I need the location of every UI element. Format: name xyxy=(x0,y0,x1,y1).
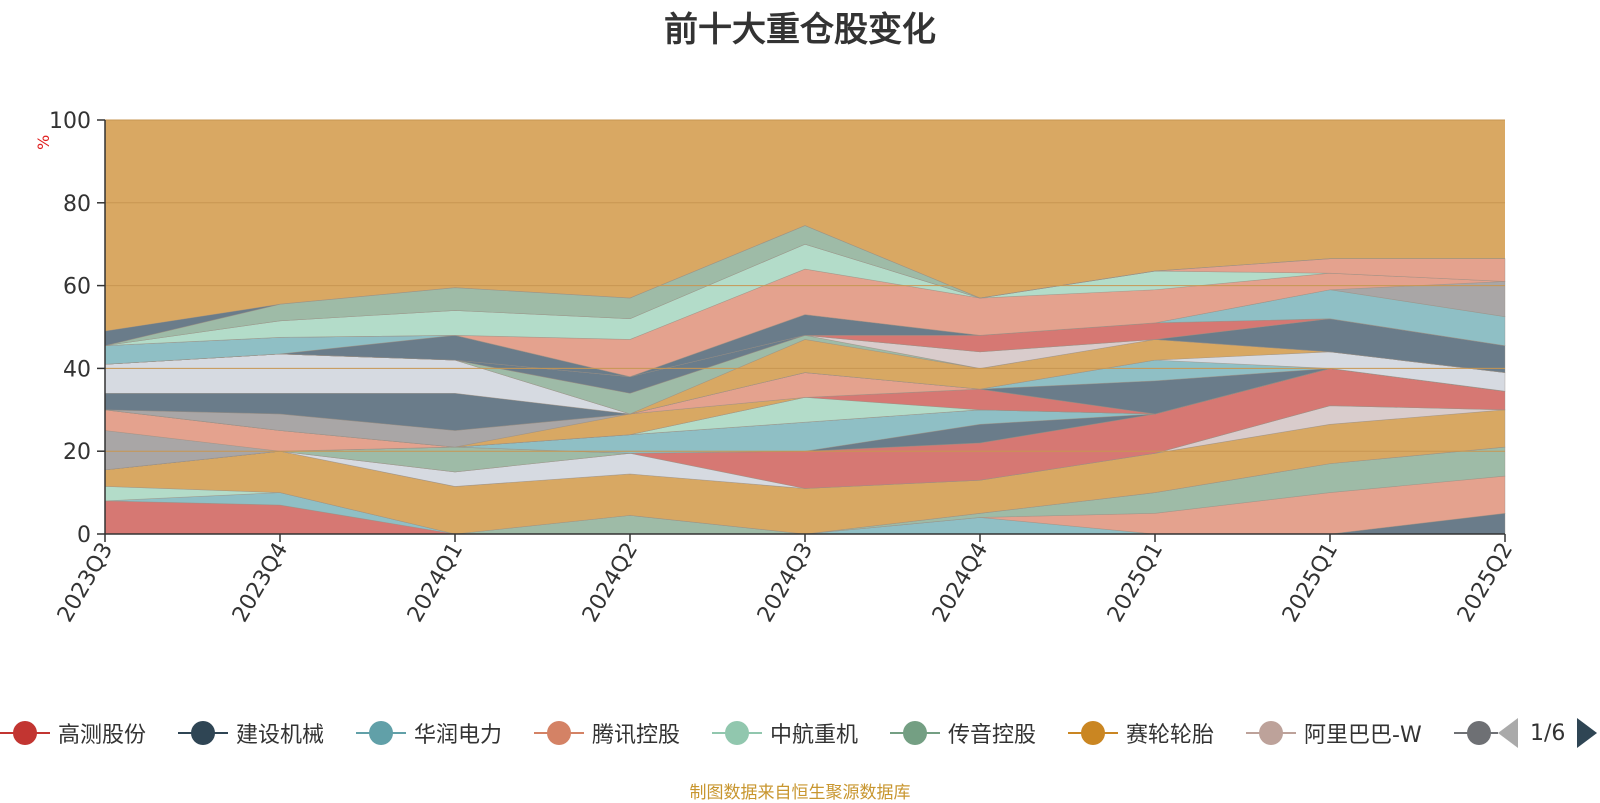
legend-item-5[interactable]: 传音控股 xyxy=(890,715,1036,751)
x-tick-label-1: 2023Q4 xyxy=(228,539,293,627)
legend-marker-icon xyxy=(890,721,940,745)
legend-item-8[interactable] xyxy=(1454,715,1504,751)
legend-marker-icon xyxy=(356,721,406,745)
x-tick-label-2: 2024Q1 xyxy=(403,539,468,627)
legend-marker-icon xyxy=(712,721,762,745)
legend-item-0[interactable]: 高测股份 xyxy=(0,715,146,751)
legend-marker-icon xyxy=(1068,721,1118,745)
legend-label: 中航重机 xyxy=(770,723,859,748)
x-tick-label-0: 2023Q3 xyxy=(53,539,118,627)
source-note: 制图数据来自恒生聚源数据库 xyxy=(689,783,911,803)
legend-marker-icon xyxy=(0,721,50,745)
y-tick-label-0: 0 xyxy=(77,523,91,548)
legend-label: 华润电力 xyxy=(414,723,503,748)
x-tick-label-5: 2024Q4 xyxy=(928,539,993,627)
legend-item-4[interactable]: 中航重机 xyxy=(712,715,858,751)
legend-marker-icon xyxy=(1246,721,1296,745)
legend-label: 阿里巴巴-W xyxy=(1304,723,1422,748)
y-tick-label-4: 80 xyxy=(63,192,91,217)
legend-item-1[interactable]: 建设机械 xyxy=(178,715,324,751)
legend-next-page-icon[interactable] xyxy=(1577,718,1598,748)
legend-marker-icon xyxy=(178,721,228,745)
area-chart: 0 20 40 60 80 100 2023Q3 2023Q4 2024Q1 2024Q2 2024… xyxy=(49,109,1518,627)
area-band-36 xyxy=(104,225,1505,347)
legend-label: 高测股份 xyxy=(58,723,147,748)
legend-item-3[interactable]: 腾讯控股 xyxy=(534,715,680,751)
legend-item-7[interactable]: 阿里巴巴-W xyxy=(1246,715,1422,751)
legend-label: 腾讯控股 xyxy=(592,723,681,748)
y-tick-label-1: 20 xyxy=(63,440,91,465)
legend-label: 建设机械 xyxy=(236,723,325,748)
chart-legend: 高测股份 建设机械 华润电力 腾讯控股 中航重机 传音控股 赛轮轮胎 阿里巴巴-W xyxy=(0,715,1600,755)
x-tick-label-4: 2024Q3 xyxy=(753,539,818,627)
legend-page-indicator: 1/6 xyxy=(1530,720,1566,746)
y-tick-label-3: 60 xyxy=(63,275,91,300)
y-tick-label-2: 40 xyxy=(63,357,91,382)
legend-marker-icon xyxy=(1454,721,1504,745)
y-tick-label-5: 100 xyxy=(49,109,91,134)
x-tick-label-6: 2025Q1 xyxy=(1103,539,1168,627)
legend-marker-icon xyxy=(534,721,584,745)
x-tick-label-7: 2025Q1 xyxy=(1278,539,1343,627)
legend-label: 赛轮轮胎 xyxy=(1126,723,1215,748)
legend-item-6[interactable]: 赛轮轮胎 xyxy=(1068,715,1214,751)
legend-item-2[interactable]: 华润电力 xyxy=(356,715,502,751)
x-tick-label-3: 2024Q2 xyxy=(578,539,643,627)
chart-title: 前十大重仓股变化 xyxy=(664,10,936,50)
x-tick-label-8: 2025Q2 xyxy=(1453,539,1518,627)
legend-label: 传音控股 xyxy=(948,723,1037,748)
legend-pager: 1/6 xyxy=(1498,715,1598,751)
legend-prev-page-icon[interactable] xyxy=(1498,718,1518,748)
